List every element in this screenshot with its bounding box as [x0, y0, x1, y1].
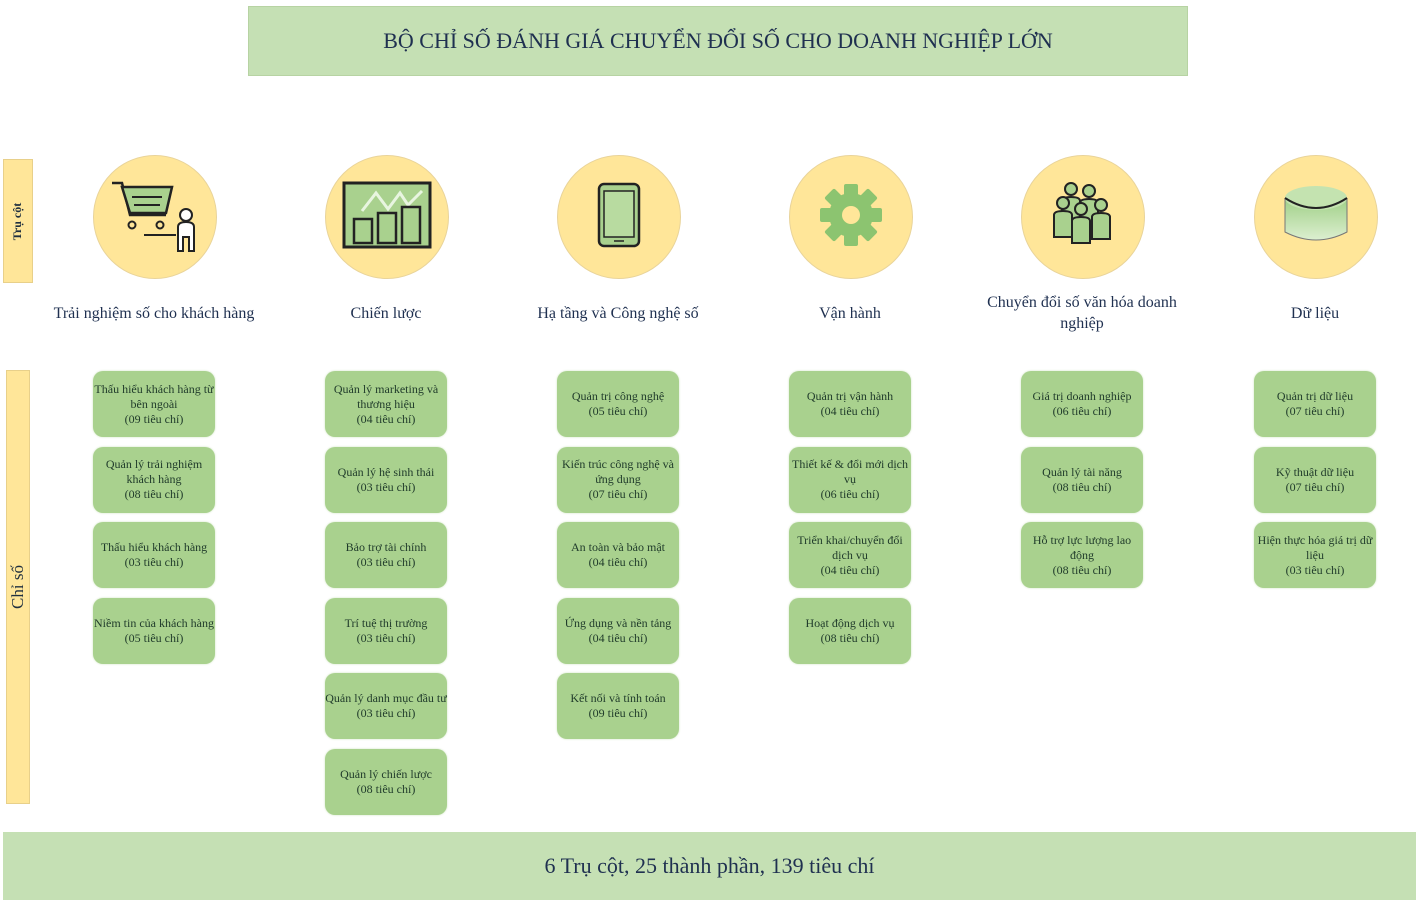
index-criteria-count: (05 tiêu chí) — [588, 404, 648, 418]
index-criteria-count: (03 tiêu chí) — [1285, 562, 1345, 577]
pillar-label: Trải nghiệm số cho khách hàng — [53, 304, 255, 322]
index-criteria-count: (08 tiêu chí) — [124, 487, 184, 502]
index-box: Quản trị dữ liệu (07 tiêu chí) — [1254, 371, 1376, 437]
pillar-row-label-text: Trụ cột — [10, 202, 25, 240]
index-box: Quản lý chiến lược (08 tiêu chí) — [325, 749, 447, 815]
index-criteria-count: (04 tiêu chí) — [588, 555, 648, 570]
people-group-icon — [1051, 179, 1115, 256]
pillar-label: Dữ liệu — [1290, 304, 1340, 322]
index-name: An toàn và bảo mật — [571, 540, 665, 555]
index-box: Trí tuệ thị trường (03 tiêu chí) — [325, 597, 447, 664]
pillar-label: Vận hành — [819, 304, 881, 322]
index-criteria-count: (07 tiêu chí) — [1285, 479, 1345, 494]
index-criteria-count: (08 tiêu chí) — [820, 630, 880, 645]
index-criteria-count: (04 tiêu chí) — [820, 562, 880, 577]
index-criteria-count: (08 tiêu chí) — [356, 782, 416, 796]
index-name: Thấu hiểu khách hàng — [100, 540, 208, 555]
index-criteria-count: (09 tiêu chí) — [124, 411, 184, 426]
index-criteria-count: (03 tiêu chí) — [356, 555, 416, 570]
index-box: Quản trị vận hành (04 tiêu chí) — [789, 371, 911, 437]
pillar-icon-circle — [1254, 155, 1378, 279]
gear-icon — [818, 182, 884, 253]
index-name: Kỹ thuật dữ liệu — [1275, 464, 1355, 479]
index-criteria-count: (03 tiêu chí) — [124, 555, 184, 570]
pillar-label: Chuyển đổi số văn hóa doanh nghiệp — [987, 294, 1177, 332]
index-criteria-count: (04 tiêu chí) — [588, 630, 648, 645]
page-title: BỘ CHỈ SỐ ĐÁNH GIÁ CHUYỂN ĐỔI SỐ CHO DOA… — [248, 6, 1188, 76]
index-criteria-count: (03 tiêu chí) — [356, 630, 416, 645]
index-box: Kỹ thuật dữ liệu (07 tiêu chí) — [1254, 446, 1376, 513]
index-name: Hiện thực hóa giá trị dữ liệu — [1257, 532, 1373, 562]
index-criteria-count: (09 tiêu chí) — [588, 706, 648, 721]
index-name: Bảo trợ tài chính — [345, 540, 427, 555]
pillar-label: Hạ tầng và Công nghệ số — [537, 304, 699, 322]
shopping-cart-customer-icon — [110, 175, 200, 260]
index-name: Giá trị doanh nghiệp — [1032, 389, 1132, 403]
index-box: Giá trị doanh nghiệp (06 tiêu chí) — [1021, 371, 1143, 437]
index-row-label: Chỉ số — [6, 370, 30, 804]
index-name: Quản lý hệ sinh thái — [337, 464, 435, 479]
index-box: Quản lý danh mục đầu tư (03 tiêu chí) — [325, 673, 447, 740]
summary-footer: 6 Trụ cột, 25 thành phần, 139 tiêu chí — [3, 832, 1416, 900]
index-box: Hoạt động dịch vụ (08 tiêu chí) — [789, 597, 911, 664]
index-name: Quản lý trải nghiệm khách hàng — [105, 457, 203, 487]
index-name: Niềm tin của khách hàng — [94, 615, 214, 630]
index-name: Quản trị vận hành — [806, 389, 894, 403]
pillar-icon-circle — [93, 155, 217, 279]
index-box: Quản lý trải nghiệm khách hàng (08 tiêu c… — [93, 446, 215, 513]
index-name: Quản trị dữ liệu — [1276, 389, 1354, 403]
database-icon — [1281, 182, 1351, 253]
index-criteria-count: (06 tiêu chí) — [820, 487, 880, 502]
index-box: Hiện thực hóa giá trị dữ liệu (03 tiêu ch… — [1254, 522, 1376, 589]
index-name: Quản trị công nghệ — [571, 389, 665, 403]
tablet-icon — [597, 182, 641, 253]
pillar-row-label: Trụ cột — [3, 159, 33, 283]
index-box: Thấu hiểu khách hàng từ bên ngoài (09 tiê… — [93, 371, 215, 437]
index-box: Quản trị công nghệ (05 tiêu chí) — [557, 371, 679, 437]
index-criteria-count: (03 tiêu chí) — [356, 706, 416, 721]
index-criteria-count: (07 tiêu chí) — [588, 487, 648, 502]
growth-chart-icon — [342, 181, 432, 254]
index-box: An toàn và bảo mật (04 tiêu chí) — [557, 522, 679, 589]
index-name: Hỗ trợ lực lượng lao động — [1032, 532, 1132, 562]
index-row-label-text: Chỉ số — [8, 565, 27, 609]
index-box: Kết nối và tính toán (09 tiêu chí) — [557, 673, 679, 740]
pillar-icon-circle — [325, 155, 449, 279]
index-criteria-count: (08 tiêu chí) — [1052, 479, 1112, 494]
index-box: Niềm tin của khách hàng (05 tiêu chí) — [93, 597, 215, 664]
index-box: Ứng dụng và nền tảng (04 tiêu chí) — [557, 597, 679, 664]
pillar-icon-circle — [789, 155, 913, 279]
pillar-icon-circle — [557, 155, 681, 279]
index-criteria-count: (04 tiêu chí) — [356, 411, 416, 426]
index-criteria-count: (04 tiêu chí) — [820, 404, 880, 418]
index-criteria-count: (07 tiêu chí) — [1285, 404, 1345, 418]
index-name: Ứng dụng và nền tảng — [564, 615, 672, 630]
index-name: Kiến trúc công nghệ và ứng dụng — [562, 457, 674, 487]
index-box: Quản lý marketing và thương hiệu (04 tiêu… — [325, 371, 447, 437]
index-box: Bảo trợ tài chính (03 tiêu chí) — [325, 522, 447, 589]
index-criteria-count: (08 tiêu chí) — [1052, 562, 1112, 577]
index-criteria-count: (03 tiêu chí) — [356, 479, 416, 494]
pillar-label: Chiến lược — [350, 304, 422, 322]
index-name: Thiết kế & đổi mới dịch vụ — [792, 457, 908, 487]
index-name: Quản lý danh mục đầu tư — [325, 691, 447, 706]
index-name: Trí tuệ thị trường — [344, 615, 428, 630]
index-box: Quản lý hệ sinh thái (03 tiêu chí) — [325, 446, 447, 513]
index-name: Quản lý tài năng — [1042, 464, 1122, 479]
index-name: Hoạt động dịch vụ — [805, 615, 895, 630]
index-name: Triển khai/chuyển đổi dịch vụ — [797, 532, 903, 562]
index-name: Kết nối và tính toán — [570, 691, 666, 706]
index-name: Thấu hiểu khách hàng từ bên ngoài — [94, 381, 214, 411]
index-box: Triển khai/chuyển đổi dịch vụ (04 tiêu ch… — [789, 522, 911, 589]
index-name: Quản lý chiến lược — [340, 767, 432, 781]
pillar-icon-circle — [1021, 155, 1145, 279]
index-box: Thấu hiểu khách hàng (03 tiêu chí) — [93, 522, 215, 589]
index-box: Kiến trúc công nghệ và ứng dụng (07 tiêu … — [557, 446, 679, 513]
index-criteria-count: (05 tiêu chí) — [124, 630, 184, 645]
index-criteria-count: (06 tiêu chí) — [1052, 404, 1112, 418]
index-box: Thiết kế & đổi mới dịch vụ (06 tiêu chí) — [789, 446, 911, 513]
index-box: Hỗ trợ lực lượng lao động (08 tiêu chí) — [1021, 522, 1143, 589]
index-name: Quản lý marketing và thương hiệu — [333, 381, 439, 411]
index-box: Quản lý tài năng (08 tiêu chí) — [1021, 446, 1143, 513]
